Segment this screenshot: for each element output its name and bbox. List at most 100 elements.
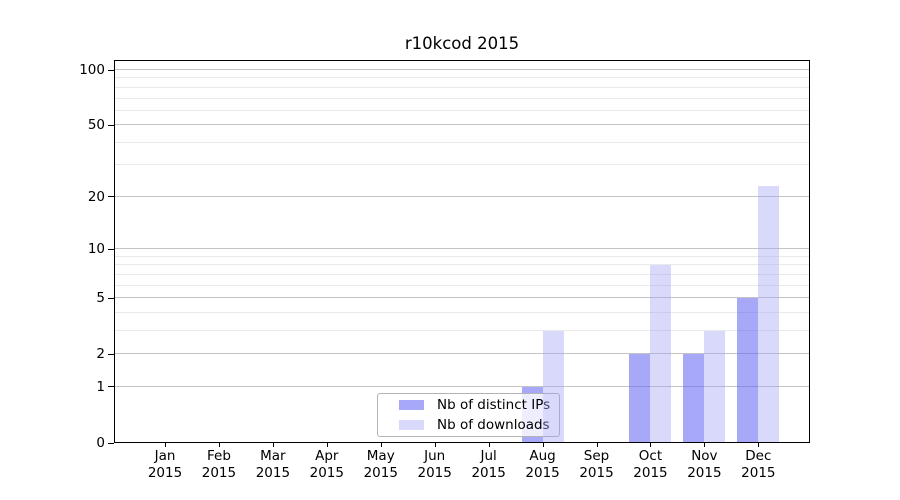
- legend: Nb of distinct IPs Nb of downloads: [377, 393, 560, 437]
- y-tick-label: 2: [96, 346, 105, 363]
- y-tick-label: 50: [87, 117, 105, 134]
- y-tick-label: 100: [79, 62, 105, 78]
- x-tick-month: May: [366, 448, 395, 464]
- x-tick-year: 2015: [309, 464, 344, 481]
- bar-distinct-ips-nov: [683, 354, 705, 443]
- x-tick-month: Mar: [260, 448, 286, 464]
- y-tick-mark: [108, 196, 114, 198]
- legend-entry: Nb of downloads: [378, 417, 559, 433]
- x-tick-label: Apr 2015: [295, 448, 359, 481]
- x-tick-month: Jan: [154, 448, 176, 464]
- legend-swatch-downloads-icon: [399, 420, 424, 430]
- x-tick-label: Oct 2015: [618, 448, 682, 481]
- y-tick-label: 20: [87, 188, 105, 205]
- bar-distinct-ips-oct: [629, 354, 651, 443]
- y-tick-mark: [108, 353, 114, 355]
- y-tick-mark: [108, 248, 114, 250]
- x-tick-month: Jul: [480, 448, 497, 464]
- legend-swatch-distinct-ips-icon: [399, 400, 424, 410]
- x-tick-label: Aug 2015: [511, 448, 575, 481]
- x-tick-label: May 2015: [349, 448, 413, 481]
- y-gridline-minor: [114, 97, 810, 99]
- y-gridline-minor: [114, 284, 810, 286]
- x-tick-year: 2015: [471, 464, 506, 481]
- x-tick-label: Jun 2015: [403, 448, 467, 481]
- x-tick-month: Apr: [315, 448, 339, 464]
- x-tick-year: 2015: [687, 464, 722, 481]
- y-gridline-minor: [114, 255, 810, 257]
- x-tick-year: 2015: [741, 464, 776, 481]
- y-tick-mark: [108, 442, 114, 444]
- y-gridline-major: [114, 385, 810, 387]
- x-tick-mark: [650, 443, 652, 447]
- x-tick-label: Nov 2015: [672, 448, 736, 481]
- x-tick-year: 2015: [201, 464, 237, 481]
- x-tick-month: Jun: [424, 448, 446, 464]
- legend-label-downloads: Nb of downloads: [437, 417, 550, 433]
- y-gridline-minor: [114, 86, 810, 88]
- bar-distinct-ips-dec: [737, 298, 759, 443]
- y-gridline-minor: [114, 273, 810, 275]
- y-gridline-major: [114, 69, 810, 70]
- bar-downloads-oct: [650, 265, 672, 443]
- x-tick-year: 2015: [525, 464, 560, 481]
- x-tick-label: Mar 2015: [241, 448, 305, 481]
- x-tick-year: 2015: [363, 464, 398, 481]
- x-tick-mark: [488, 443, 490, 447]
- y-tick-mark: [108, 124, 114, 126]
- y-tick-label: 10: [87, 241, 105, 258]
- bar-downloads-aug: [542, 330, 564, 443]
- bar-downloads-dec: [758, 186, 780, 443]
- y-gridline-major: [114, 248, 810, 250]
- x-tick-label: Feb 2015: [187, 448, 251, 481]
- x-tick-year: 2015: [579, 464, 614, 481]
- y-gridline-minor: [114, 141, 810, 143]
- x-tick-year: 2015: [147, 464, 183, 481]
- y-gridline-minor: [114, 109, 810, 111]
- x-tick-month: Nov: [691, 448, 718, 464]
- plot-area: Nb of distinct IPs Nb of downloads: [114, 60, 810, 443]
- x-tick-label: Sep 2015: [565, 448, 629, 481]
- x-tick-label: Jan 2015: [133, 448, 197, 481]
- x-tick-month: Oct: [638, 448, 663, 464]
- x-tick-month: Dec: [745, 448, 772, 464]
- y-tick-mark: [108, 69, 114, 71]
- chart-title: r10kcod 2015: [404, 34, 520, 53]
- x-tick-mark: [272, 443, 274, 447]
- x-tick-year: 2015: [255, 464, 291, 481]
- y-gridline-minor: [114, 264, 810, 266]
- x-tick-mark: [434, 443, 436, 447]
- y-gridline-major: [114, 124, 810, 126]
- x-tick-label: Jul 2015: [457, 448, 521, 481]
- y-tick-label: 0: [96, 435, 105, 451]
- y-tick-mark: [108, 386, 114, 388]
- x-tick-month: Aug: [529, 448, 556, 464]
- x-tick-mark: [758, 443, 760, 447]
- y-gridline-major: [114, 195, 810, 197]
- y-tick-label: 1: [96, 378, 105, 395]
- x-tick-label: Dec 2015: [726, 448, 790, 481]
- x-tick-mark: [165, 443, 166, 447]
- x-tick-year: 2015: [417, 464, 452, 481]
- y-gridline-major: [114, 297, 810, 299]
- bar-downloads-nov: [704, 330, 726, 443]
- y-gridline-minor: [114, 164, 810, 166]
- x-tick-year: 2015: [633, 464, 668, 481]
- y-gridline-major: [114, 353, 810, 355]
- x-tick-mark: [326, 443, 328, 447]
- x-tick-month: Feb: [206, 448, 231, 464]
- x-tick-mark: [380, 443, 382, 447]
- x-tick-month: Sep: [583, 448, 610, 464]
- x-tick-mark: [596, 443, 598, 447]
- y-gridline-minor: [114, 311, 810, 313]
- x-tick-mark: [542, 443, 544, 447]
- y-gridline-minor: [114, 329, 810, 331]
- legend-entry: Nb of distinct IPs: [378, 397, 559, 413]
- x-tick-mark: [218, 443, 220, 447]
- x-tick-mark: [704, 443, 706, 447]
- y-tick-label: 5: [96, 290, 105, 307]
- y-gridline-minor: [114, 77, 810, 79]
- legend-label-distinct-ips: Nb of distinct IPs: [437, 397, 551, 413]
- y-tick-mark: [108, 297, 114, 299]
